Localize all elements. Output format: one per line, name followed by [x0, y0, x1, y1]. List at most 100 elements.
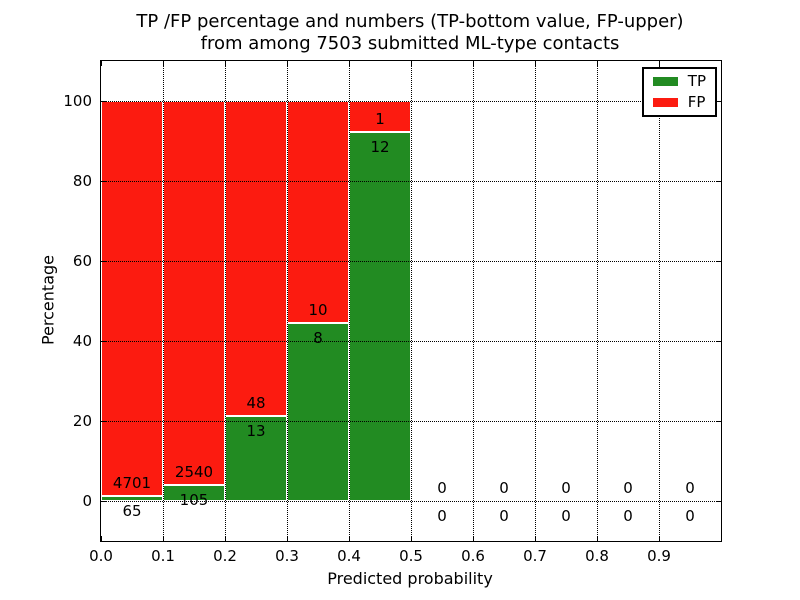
tp-count-label: 0	[685, 507, 695, 526]
fp-bar-segment	[225, 101, 287, 416]
x-tick-mark-top	[472, 61, 474, 66]
tp-bar-segment	[287, 323, 349, 501]
x-gridline	[659, 61, 660, 541]
tp-count-label: 0	[437, 507, 447, 526]
x-tick-label: 0.1	[151, 547, 175, 565]
x-tick-label: 0.0	[89, 547, 113, 565]
y-tick-mark-left	[101, 340, 106, 342]
x-tick-label: 0.2	[213, 547, 237, 565]
fp-count-label: 10	[308, 301, 328, 320]
x-tick-label: 0.6	[461, 547, 485, 565]
x-tick-label: 0.3	[275, 547, 299, 565]
legend: TP FP	[641, 67, 717, 117]
y-tick-mark-left	[101, 180, 106, 182]
x-tick-mark-top	[286, 61, 288, 66]
x-gridline	[411, 61, 412, 541]
x-gridline	[349, 61, 350, 541]
x-tick-mark-top	[534, 61, 536, 66]
x-tick-mark-bottom	[162, 536, 164, 541]
chart-title: TP /FP percentage and numbers (TP-bottom…	[90, 11, 730, 55]
fp-count-label: 48	[246, 393, 266, 412]
y-tick-mark-left	[101, 100, 106, 102]
fp-count-label: 0	[685, 479, 695, 498]
x-tick-mark-top	[410, 61, 412, 66]
y-tick-mark-right	[716, 420, 721, 422]
tp-bar-segment	[349, 131, 411, 501]
tp-count-label: 0	[499, 507, 509, 526]
fp-bar-segment	[349, 101, 411, 132]
x-tick-mark-top	[162, 61, 164, 66]
y-gridline	[101, 181, 721, 182]
chart-title-line1: TP /FP percentage and numbers (TP-bottom…	[136, 11, 684, 32]
fp-bar-segment	[163, 101, 225, 486]
y-tick-label: 20	[72, 412, 92, 430]
legend-entry-fp: FP	[652, 93, 706, 111]
x-tick-mark-top	[596, 61, 598, 66]
x-tick-mark-bottom	[472, 536, 474, 541]
fp-count-label: 2540	[174, 463, 214, 482]
fp-count-label: 0	[561, 479, 571, 498]
tp-count-label: 0	[561, 507, 571, 526]
legend-label-fp: FP	[687, 93, 706, 111]
legend-entry-tp: TP	[652, 72, 706, 90]
x-tick-mark-bottom	[410, 536, 412, 541]
x-tick-label: 0.5	[399, 547, 423, 565]
x-tick-mark-bottom	[224, 536, 226, 541]
x-gridline	[225, 61, 226, 541]
x-tick-mark-bottom	[658, 536, 660, 541]
x-gridline	[535, 61, 536, 541]
y-tick-mark-left	[101, 420, 106, 422]
tp-count-label: 13	[246, 421, 266, 440]
y-gridline	[101, 341, 721, 342]
x-tick-label: 0.4	[337, 547, 361, 565]
y-tick-mark-right	[716, 260, 721, 262]
fp-count-label: 0	[437, 479, 447, 498]
x-tick-label: 0.7	[523, 547, 547, 565]
tp-count-label: 8	[313, 329, 323, 348]
x-tick-mark-bottom	[596, 536, 598, 541]
fp-count-label: 0	[623, 479, 633, 498]
y-tick-mark-right	[716, 180, 721, 182]
x-tick-mark-top	[224, 61, 226, 66]
legend-swatch-fp	[652, 98, 678, 107]
x-tick-mark-bottom	[534, 536, 536, 541]
x-tick-mark-bottom	[286, 536, 288, 541]
tp-count-label: 65	[122, 501, 142, 520]
y-axis-label: Percentage	[38, 254, 58, 346]
y-tick-label: 60	[72, 252, 92, 270]
x-gridline	[287, 61, 288, 541]
tp-count-label: 105	[179, 491, 209, 510]
chart-title-line2: from among 7503 submitted ML-type contac…	[200, 33, 620, 54]
y-tick-mark-left	[101, 260, 106, 262]
x-gridline	[163, 61, 164, 541]
y-gridline	[101, 421, 721, 422]
fp-count-label: 0	[499, 479, 509, 498]
x-tick-label: 0.8	[585, 547, 609, 565]
y-tick-label: 80	[72, 172, 92, 190]
y-tick-label: 0	[82, 492, 92, 510]
y-tick-mark-left	[101, 500, 106, 502]
y-gridline	[101, 101, 721, 102]
tp-bar-segment	[101, 495, 163, 501]
x-tick-mark-top	[348, 61, 350, 66]
tp-count-label: 0	[623, 507, 633, 526]
x-gridline	[473, 61, 474, 541]
y-tick-mark-right	[716, 340, 721, 342]
y-gridline	[101, 501, 721, 502]
x-gridline	[597, 61, 598, 541]
x-axis-label: Predicted probability	[327, 569, 493, 588]
x-tick-mark-bottom	[348, 536, 350, 541]
fp-bar-segment	[287, 101, 349, 324]
x-tick-mark-top	[100, 61, 102, 66]
legend-label-tp: TP	[687, 72, 706, 90]
tp-bar-segment	[225, 415, 287, 501]
legend-swatch-tp	[652, 77, 678, 86]
x-tick-label: 0.9	[647, 547, 671, 565]
plot-area: TP FP 4701 65 2540 105 48 13 10 8 1 12 0 0 0 0 0 0 0 0 0 0 0.…	[63, 60, 722, 565]
x-tick-mark-bottom	[100, 536, 102, 541]
y-tick-mark-right	[716, 500, 721, 502]
y-tick-mark-right	[716, 100, 721, 102]
fp-count-label: 1	[375, 109, 385, 128]
tp-count-label: 12	[370, 137, 390, 156]
